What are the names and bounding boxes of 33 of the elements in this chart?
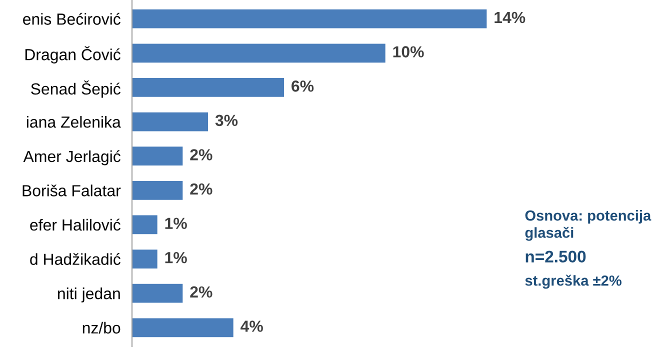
y-tick-label: iana Zelenika — [26, 116, 121, 128]
bar — [132, 9, 487, 28]
y-tick-label: Boriša Falatar — [22, 184, 121, 196]
bar — [132, 78, 284, 97]
data-label: 2% — [190, 149, 212, 160]
bar — [132, 112, 208, 132]
data-label: 10% — [393, 46, 424, 58]
bar — [132, 318, 234, 338]
bar — [132, 44, 386, 63]
text: n=2.500 — [526, 250, 586, 262]
data-label: 14% — [494, 12, 526, 24]
data-label: 6% — [292, 80, 314, 92]
y-tick-label: Amer Jerlagić — [23, 150, 120, 166]
y-tick-label: niti jedan — [58, 288, 120, 302]
data-label: 3% — [215, 114, 238, 126]
data-label: 1% — [165, 218, 187, 229]
y-tick-label: d Hadžikadić — [30, 253, 120, 265]
y-tick-label: enis Bećirović — [23, 12, 120, 25]
y-tick-label: Senad Šepić — [31, 80, 120, 98]
data-label: 2% — [190, 286, 212, 298]
y-tick-label: efer Halilović — [30, 218, 120, 231]
y-tick-label: Dragan Čović — [25, 46, 120, 64]
bar — [132, 284, 183, 303]
text: st.greška ±2% — [525, 274, 622, 289]
data-label: 1% — [165, 252, 187, 264]
bar — [132, 215, 158, 234]
bar — [132, 146, 183, 166]
bar — [132, 180, 183, 200]
bar — [132, 250, 158, 268]
y-tick-label: nz/bo — [82, 322, 120, 334]
data-label: 4% — [240, 320, 263, 332]
data-label: 2% — [190, 183, 212, 195]
text: Osnova: potencija glasači — [525, 210, 652, 241]
